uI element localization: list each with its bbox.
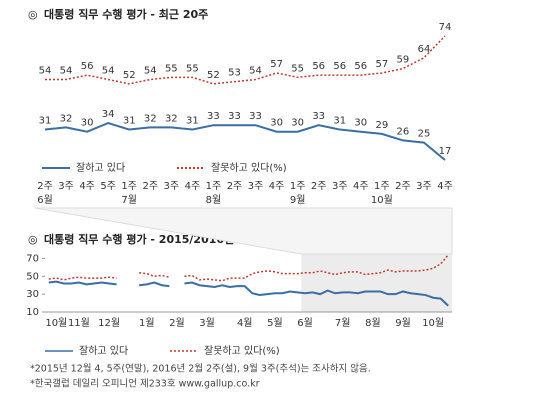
x-tick-label: 1주 xyxy=(290,181,306,192)
chart-title: 대통령 직무 수행 평가 - 2015/2016년 xyxy=(44,232,234,246)
data-label: 52 xyxy=(207,70,220,81)
x-tick-label: 5월 xyxy=(267,317,283,329)
data-label: 55 xyxy=(186,63,199,74)
data-label: 33 xyxy=(249,111,262,122)
data-label: 33 xyxy=(312,111,325,122)
x-tick-label: 3월 xyxy=(199,317,215,329)
data-label: 30 xyxy=(270,118,283,129)
x-tick-label: 10월 xyxy=(45,317,67,329)
title-icon: ◎ xyxy=(28,8,38,21)
x-tick-label: 3주 xyxy=(164,181,180,192)
y-tick-label: 70 xyxy=(26,253,39,264)
x-tick-label: 1주 xyxy=(374,181,390,192)
connector xyxy=(34,207,453,255)
data-label: 74 xyxy=(439,22,452,33)
y-tick-label: 10 xyxy=(26,307,39,318)
x-tick-label: 11월 xyxy=(68,317,90,329)
highlight-region xyxy=(301,254,452,312)
month-label: 8월 xyxy=(206,194,222,206)
x-tick-label: 2주 xyxy=(37,181,53,192)
month-label: 9월 xyxy=(290,194,306,206)
x-tick-label: 4월 xyxy=(237,317,253,329)
data-label: 29 xyxy=(375,120,388,131)
x-tick-label: 4주 xyxy=(269,181,285,192)
title-icon: ◎ xyxy=(28,233,38,246)
x-tick-label: 2주 xyxy=(395,181,411,192)
x-tick-label: 12월 xyxy=(98,317,120,329)
data-label: 57 xyxy=(270,59,283,70)
data-label: 31 xyxy=(39,116,52,127)
x-tick-label: 6월 xyxy=(297,317,313,329)
x-tick-label: 9월 xyxy=(395,317,411,329)
footnote: *한국갤럽 데일리 오피니언 제233호 www.gallup.co.kr xyxy=(30,378,260,390)
data-label: 55 xyxy=(165,63,178,74)
x-tick-label: 2주 xyxy=(142,181,158,192)
data-label: 59 xyxy=(397,55,410,66)
data-label: 54 xyxy=(102,66,115,77)
data-label: 54 xyxy=(249,66,262,77)
data-label: 33 xyxy=(228,111,241,122)
data-label: 54 xyxy=(60,66,73,77)
x-tick-label: 3주 xyxy=(332,181,348,192)
data-label: 31 xyxy=(123,116,136,127)
month-label: 6월 xyxy=(37,194,53,206)
data-label: 32 xyxy=(60,113,73,124)
data-label: 30 xyxy=(354,118,367,129)
data-label: 56 xyxy=(312,61,325,72)
legend-label: 잘하고 있다 xyxy=(79,344,128,357)
data-label: 25 xyxy=(418,129,431,140)
data-label: 56 xyxy=(333,61,346,72)
line-series xyxy=(48,280,449,307)
line-series xyxy=(44,121,446,161)
x-tick-label: 4주 xyxy=(353,181,369,192)
data-label: 56 xyxy=(81,61,94,72)
data-label: 30 xyxy=(81,118,94,129)
data-label: 55 xyxy=(291,63,304,74)
data-label: 52 xyxy=(123,70,136,81)
x-tick-label: 1주 xyxy=(206,181,222,192)
data-label: 31 xyxy=(186,116,199,127)
legend-label: 잘못하고 있다(%) xyxy=(204,344,280,357)
x-tick-label: 1주 xyxy=(121,181,137,192)
x-tick-label: 4주 xyxy=(185,181,201,192)
x-tick-label: 2주 xyxy=(311,181,327,192)
footnote: *2015년 12월 4, 5주(연말), 2016년 2월 2주(설), 9월… xyxy=(30,363,371,375)
x-tick-label: 1월 xyxy=(139,317,155,329)
legend-label: 잘하고 있다 xyxy=(76,161,125,174)
data-label: 32 xyxy=(165,113,178,124)
line-series xyxy=(48,254,449,282)
month-label: 7월 xyxy=(121,194,137,206)
x-tick-label: 8월 xyxy=(365,317,381,329)
x-tick-label: 3주 xyxy=(58,181,74,192)
chart-title: 대통령 직무 수행 평가 - 최근 20주 xyxy=(44,7,208,21)
data-label: 57 xyxy=(375,59,388,70)
x-tick-label: 3주 xyxy=(248,181,264,192)
data-label: 53 xyxy=(228,68,241,79)
x-tick-label: 3주 xyxy=(416,181,432,192)
data-label: 31 xyxy=(333,116,346,127)
x-tick-label: 5주 xyxy=(100,181,116,192)
data-label: 26 xyxy=(397,126,410,137)
x-tick-label: 10월 xyxy=(422,317,444,329)
data-label: 17 xyxy=(439,146,452,157)
data-label: 54 xyxy=(39,66,52,77)
data-label: 54 xyxy=(144,66,157,77)
x-tick-label: 7월 xyxy=(335,317,351,329)
legend-label: 잘못하고 있다(%) xyxy=(211,161,287,174)
y-tick-label: 30 xyxy=(26,289,39,300)
x-tick-label: 2주 xyxy=(227,181,243,192)
data-label: 33 xyxy=(207,111,220,122)
data-label: 30 xyxy=(291,118,304,129)
x-tick-label: 4주 xyxy=(437,181,453,192)
data-label: 34 xyxy=(102,109,115,120)
x-tick-label: 4주 xyxy=(79,181,95,192)
month-label: 10월 xyxy=(371,194,393,206)
data-label: 32 xyxy=(144,113,157,124)
data-label: 56 xyxy=(354,61,367,72)
data-label: 64 xyxy=(418,44,431,55)
y-tick-label: 50 xyxy=(26,271,39,282)
x-tick-label: 2월 xyxy=(169,317,185,329)
